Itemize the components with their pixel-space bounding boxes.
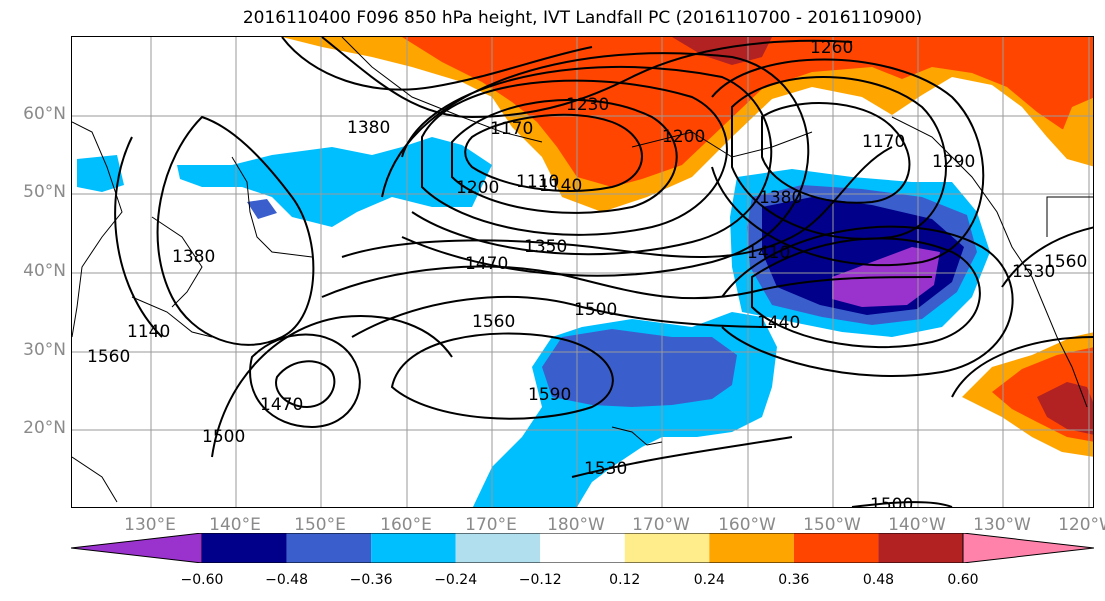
longitude-label: 130°W xyxy=(973,515,1031,535)
contour-label: 1590 xyxy=(528,385,571,405)
contour-label: 1560 xyxy=(1044,252,1087,272)
contour-label: 1560 xyxy=(472,312,515,332)
longitude-label: 150°W xyxy=(803,515,861,535)
latitude-label: 50°N xyxy=(23,182,66,202)
latitude-label: 30°N xyxy=(23,340,66,360)
longitude-label: 160°W xyxy=(718,515,776,535)
contour-label: 1500 xyxy=(202,427,245,447)
contour-labels: 1260 1230 1170 1110 1140 1200 1380 1350 … xyxy=(87,38,1087,508)
colorbar-tick-label: 0.12 xyxy=(609,572,641,588)
colorbar-tick-label: −0.24 xyxy=(434,572,478,588)
longitude-label: 170°E xyxy=(465,515,517,535)
latitude-label: 40°N xyxy=(23,261,66,281)
contour-label: 1380 xyxy=(347,118,390,138)
contour-label: 1530 xyxy=(584,459,627,479)
colorbar-segment xyxy=(455,533,541,563)
colorbar-tick-label: 0.36 xyxy=(778,572,810,588)
longitude-label: 180°W xyxy=(547,515,605,535)
longitude-label: 140°W xyxy=(888,515,946,535)
colorbar-tick-label: 0.48 xyxy=(862,572,895,588)
colorbar-segment xyxy=(371,533,456,563)
colorbar-segment xyxy=(878,533,963,563)
contour-label: 1530 xyxy=(1012,262,1055,282)
negative-anomaly-central xyxy=(472,312,777,507)
colorbar-tick-label: 0.24 xyxy=(693,572,725,588)
contour-label: 1380 xyxy=(759,188,802,208)
contour-label: 1200 xyxy=(662,127,705,147)
positive-anomaly-southeast xyxy=(962,332,1093,457)
contour-label: 1500 xyxy=(870,495,913,508)
longitude-label: 170°W xyxy=(632,515,690,535)
colorbar-segment xyxy=(540,533,625,563)
colorbar-tick-label: −0.48 xyxy=(265,572,308,588)
contour-label: 1500 xyxy=(574,300,617,320)
contour-label: 1470 xyxy=(260,395,303,415)
colorbar xyxy=(71,533,1094,563)
contour-label: 1350 xyxy=(524,237,567,257)
colorbar-extension-high xyxy=(962,533,1094,563)
contour-label: 1260 xyxy=(810,38,853,58)
colorbar-segment xyxy=(709,533,794,563)
contour-label: 1200 xyxy=(456,178,499,198)
contour-label: 1470 xyxy=(465,254,508,274)
contour-label: 1290 xyxy=(932,152,975,172)
longitude-label: 150°E xyxy=(294,515,346,535)
contour-label: 1110 xyxy=(516,172,559,192)
colorbar-segments xyxy=(71,533,1094,563)
longitude-label: 160°E xyxy=(380,515,432,535)
colorbar-tick-label: −0.60 xyxy=(180,572,224,588)
height-contours xyxy=(114,37,1093,507)
colorbar-segment xyxy=(624,533,710,563)
colorbar-tick-label: −0.12 xyxy=(518,572,562,588)
contour-label: 1380 xyxy=(172,247,215,267)
contour-label: 1170 xyxy=(862,132,905,152)
colorbar-segment xyxy=(793,533,879,563)
colorbar-segment xyxy=(286,533,372,563)
longitude-label: 120°W xyxy=(1058,515,1105,535)
colorbar-segment xyxy=(202,533,287,563)
map-canvas: 1260 1230 1170 1110 1140 1200 1380 1350 … xyxy=(72,37,1093,508)
contour-label: 1440 xyxy=(757,313,800,333)
negative-anomaly-northwest xyxy=(77,137,492,227)
contour-label: 1140 xyxy=(127,322,170,342)
colorbar-tick-label: 0.60 xyxy=(947,572,979,588)
latitude-label: 20°N xyxy=(23,418,66,438)
map-panel: 1260 1230 1170 1110 1140 1200 1380 1350 … xyxy=(71,36,1094,508)
map-title: 2016110400 F096 850 hPa height, IVT Land… xyxy=(242,8,923,28)
negative-anomaly-northeast xyxy=(730,169,990,337)
latitude-label: 60°N xyxy=(23,104,66,124)
colorbar-tick-label: −0.36 xyxy=(349,572,393,588)
contour-label: 1410 xyxy=(747,243,790,263)
contour-label: 1230 xyxy=(566,95,609,115)
longitude-label: 130°E xyxy=(124,515,176,535)
contour-label: 1170 xyxy=(490,119,533,139)
longitude-label: 140°E xyxy=(209,515,261,535)
contour-label: 1140 xyxy=(539,176,582,196)
colorbar-extension-low xyxy=(71,533,203,563)
contour-label: 1560 xyxy=(87,347,130,367)
